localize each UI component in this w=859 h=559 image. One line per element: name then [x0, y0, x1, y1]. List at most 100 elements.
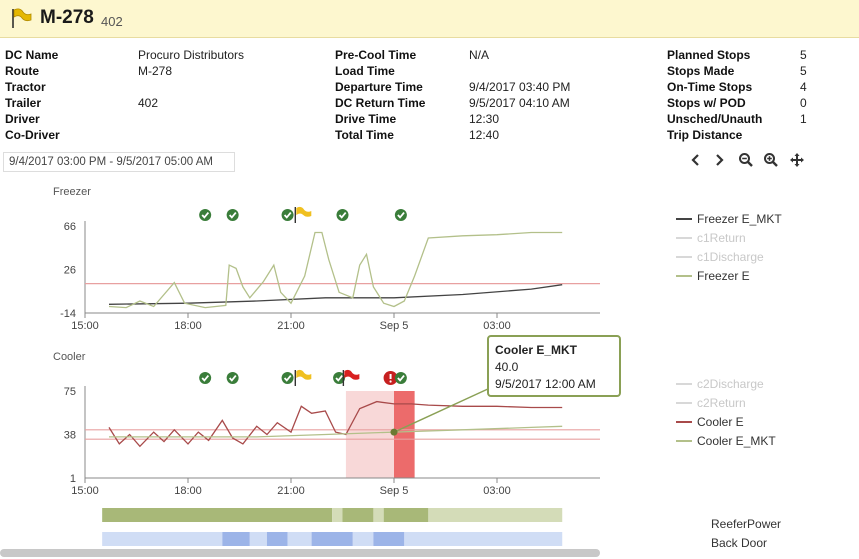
- detail-value: 4: [800, 80, 807, 94]
- stop-check-icon[interactable]: [394, 209, 407, 221]
- zoom-out-icon[interactable]: [738, 152, 754, 168]
- highlight-range: [394, 391, 415, 478]
- detail-label: DC Name: [5, 48, 59, 62]
- legend-item[interactable]: Freezer E_MKT: [676, 212, 782, 226]
- legend-label: c1Return: [697, 231, 746, 245]
- status-segment: [287, 532, 312, 546]
- chevron-left-icon[interactable]: [690, 152, 702, 168]
- detail-value: 9/4/2017 03:40 PM: [469, 80, 571, 94]
- legend-item[interactable]: c2Discharge: [676, 377, 764, 391]
- detail-label: Pre-Cool Time: [335, 48, 417, 62]
- x-tick-label: 15:00: [71, 485, 99, 497]
- detail-row: Load Time: [335, 63, 469, 79]
- stop-check-icon[interactable]: [199, 372, 212, 384]
- detail-row: Driver: [5, 111, 138, 127]
- stop-check-icon[interactable]: [281, 372, 294, 384]
- detail-label: Route: [5, 64, 39, 78]
- detail-label: Drive Time: [335, 112, 397, 126]
- legend-swatch: [676, 421, 692, 423]
- detail-value: 1: [800, 112, 807, 126]
- detail-row: Route M-278: [5, 63, 172, 79]
- zoom-in-icon[interactable]: [763, 152, 779, 168]
- tooltip-time: 9/5/2017 12:00 AM: [495, 377, 596, 391]
- legend-item[interactable]: Freezer E: [676, 269, 750, 283]
- stop-check-icon[interactable]: [226, 209, 239, 221]
- flag-red-icon[interactable]: [342, 369, 360, 386]
- legend-swatch: [676, 275, 692, 277]
- detail-label: Total Time: [335, 128, 394, 142]
- detail-value: 9/5/2017 04:10 AM: [469, 96, 570, 110]
- y-tick-label: -14: [60, 308, 76, 320]
- legend-item[interactable]: c1Discharge: [676, 250, 764, 264]
- stop-check-icon[interactable]: [333, 372, 346, 384]
- x-tick-label: 18:00: [174, 320, 202, 332]
- flag-yellow-icon[interactable]: [294, 206, 312, 223]
- series-line: [108, 400, 563, 448]
- detail-value: 402: [138, 96, 159, 110]
- x-tick-label: 21:00: [277, 320, 305, 332]
- chart-tooltip: Cooler E_MKT 40.0 9/5/2017 12:00 AM: [487, 335, 621, 397]
- legend-swatch: [676, 237, 692, 239]
- status-segment: [342, 508, 374, 522]
- legend-label: Freezer E_MKT: [697, 212, 782, 226]
- x-tick-label: Sep 5: [380, 485, 409, 497]
- legend-item[interactable]: c2Return: [676, 396, 746, 410]
- series-line: [109, 425, 563, 438]
- legend-item[interactable]: c1Return: [676, 231, 746, 245]
- detail-value: 12:40: [469, 128, 500, 142]
- pan-icon[interactable]: [789, 152, 805, 168]
- x-tick-label: 18:00: [174, 485, 202, 497]
- horizontal-scrollbar[interactable]: [0, 549, 600, 557]
- series-line: [108, 284, 563, 305]
- stop-check-icon[interactable]: [394, 372, 407, 384]
- detail-row: Tractor: [5, 79, 138, 95]
- tooltip-title: Cooler E_MKT: [495, 343, 578, 357]
- date-range: 9/4/2017 03:00 PM - 9/5/2017 05:00 AM: [3, 152, 235, 172]
- stop-check-icon[interactable]: [199, 209, 212, 221]
- status-segment: [373, 532, 405, 546]
- detail-label: Co-Driver: [5, 128, 60, 142]
- legend-label: Cooler E_MKT: [697, 434, 776, 448]
- status-segment: [102, 532, 223, 546]
- legend-label: Freezer E: [697, 269, 750, 283]
- legend-item[interactable]: Cooler E: [676, 415, 744, 429]
- x-tick-label: 15:00: [71, 320, 99, 332]
- detail-label: Planned Stops: [667, 48, 751, 62]
- detail-label: Departure Time: [335, 80, 423, 94]
- x-tick-label: 03:00: [483, 485, 511, 497]
- detail-label: Load Time: [335, 64, 395, 78]
- detail-label: Stops Made: [667, 64, 735, 78]
- alert-icon[interactable]: [383, 371, 398, 385]
- tooltip-connector: [393, 387, 491, 433]
- x-tick-label: 03:00: [483, 320, 511, 332]
- stop-check-icon[interactable]: [281, 209, 294, 221]
- legend-label: c2Return: [697, 396, 746, 410]
- x-tick-label: 21:00: [277, 485, 305, 497]
- chevron-right-icon[interactable]: [713, 152, 725, 168]
- stop-check-icon[interactable]: [336, 209, 349, 221]
- legend-item[interactable]: Cooler E_MKT: [676, 434, 776, 448]
- status-segment: [332, 508, 343, 522]
- y-tick-label: 66: [64, 221, 76, 233]
- x-tick-label: Sep 5: [380, 320, 409, 332]
- status-segment: [102, 508, 333, 522]
- detail-row: Co-Driver: [5, 127, 138, 143]
- status-segment: [404, 532, 563, 546]
- status-segment: [383, 508, 429, 522]
- detail-row: Total Time 12:40: [335, 127, 499, 143]
- detail-row: DC Name Procuro Distributors: [5, 47, 244, 63]
- legend-swatch: [676, 256, 692, 258]
- detail-row: Stops w/ POD 0: [667, 95, 807, 111]
- legend-swatch: [676, 383, 692, 385]
- stop-check-icon[interactable]: [226, 372, 239, 384]
- detail-row: Stops Made 5: [667, 63, 807, 79]
- detail-row: Trip Distance: [667, 127, 800, 143]
- page-subtitle: 402: [101, 14, 123, 29]
- legend-label: c2Discharge: [697, 377, 764, 391]
- detail-value: 5: [800, 64, 807, 78]
- page-title: M-278: [40, 7, 94, 28]
- detail-value: M-278: [138, 64, 173, 78]
- flag-yellow-icon[interactable]: [294, 369, 312, 386]
- detail-value: 12:30: [469, 112, 500, 126]
- legend-label: Cooler E: [697, 415, 744, 429]
